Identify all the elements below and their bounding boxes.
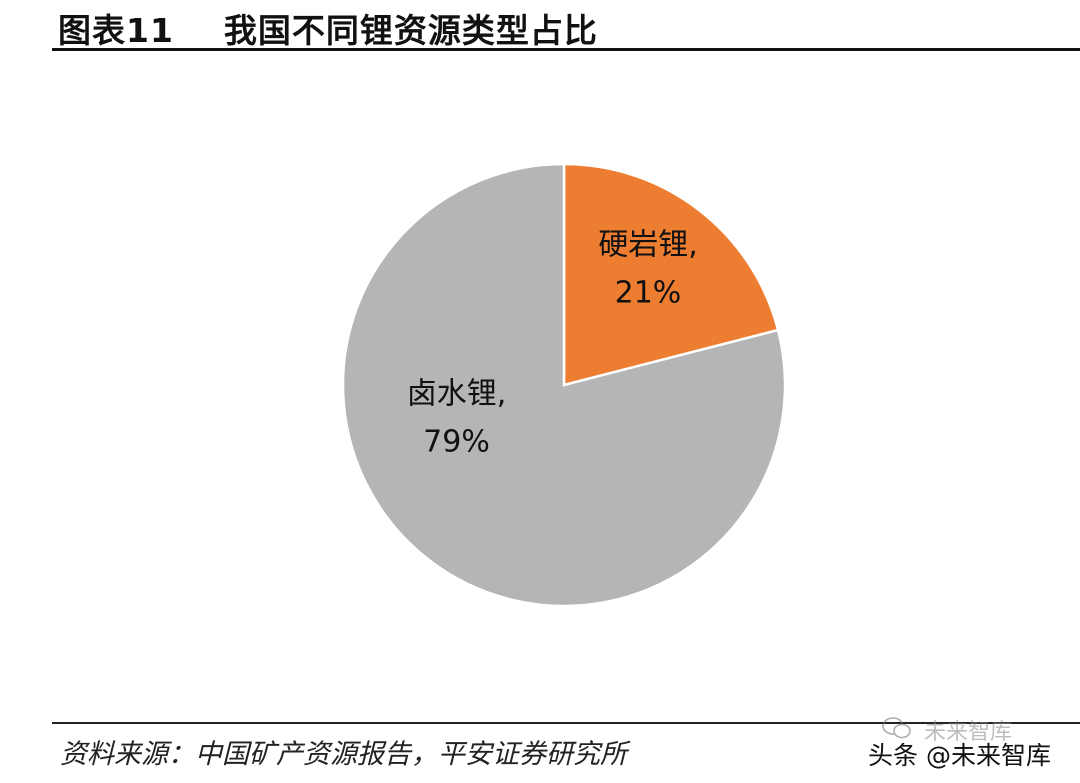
slice-percent-1: 21% [615,276,682,311]
slice-label-2: 卤水锂, [407,377,507,412]
figure-title: 图表11 我国不同锂资源类型占比 [58,11,598,50]
source-note: 资料来源：中国矿产资源报告，平安证券研究所 [60,739,627,770]
pie-chart: 硬岩锂, 21% 卤水锂, 79% [341,162,787,608]
watermark-bottom: 头条 @未来智库 [868,741,1051,770]
watermark-top: 未来智库 [924,720,1013,745]
footer-rule [52,722,1080,724]
wechat-icon [882,717,911,739]
slice-percent-2: 79% [423,425,490,460]
pie-slice-2 [341,162,787,608]
pie-slice-1 [562,162,780,387]
title-bar [52,0,1080,51]
slice-label-1: 硬岩锂, [598,228,698,263]
chart-area: 硬岩锂, 21% 卤水锂, 79% [52,66,1080,714]
